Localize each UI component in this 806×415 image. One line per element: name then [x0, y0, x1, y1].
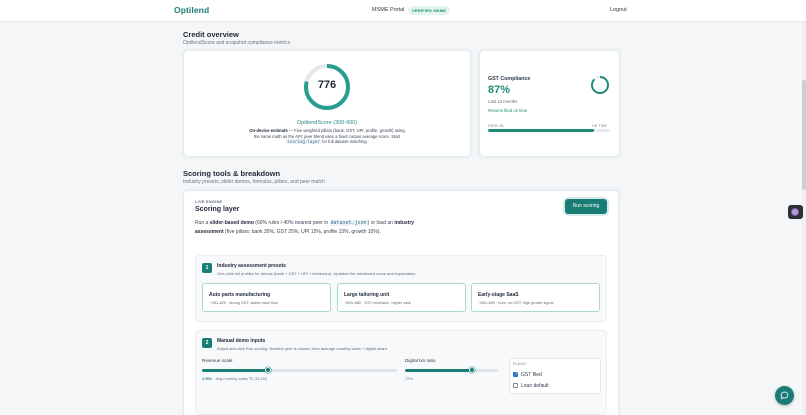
gst-filed-label: GST filed: [521, 372, 542, 378]
preset-sub: ~600–680 · GST mismatch, higher cash: [344, 301, 412, 305]
gst-title: GST Compliance: [488, 76, 531, 82]
credit-overview-title: Credit overview: [183, 30, 239, 39]
top-navbar: Optilend MSME Portal VERIFIED MSME Logou…: [0, 0, 806, 22]
score-desc-text: — Five weighted pillars (bank, GST, UPI,…: [253, 128, 405, 139]
manual-title: Manual demo inputs: [217, 338, 266, 344]
avatar-icon: [791, 208, 799, 216]
digital-ratio-slider[interactable]: [405, 367, 498, 374]
presets-subtitle: One-click full profiles for demos (bank …: [217, 271, 417, 276]
score-value: 776: [317, 79, 337, 91]
gst-card: [479, 50, 620, 157]
score-description: On-device estimate — Five weighted pilla…: [246, 128, 408, 145]
score-desc-end: for full dataset matching.: [320, 139, 368, 145]
preset-card-tailoring[interactable]: Large tailoring unit ~600–680 · GST mism…: [337, 283, 466, 312]
manual-subtitle: Adjust and click Run scoring. Nearest pe…: [217, 346, 389, 351]
portal-label: MSME Portal: [372, 7, 405, 13]
revenue-slider-handle[interactable]: [265, 367, 272, 374]
loan-default-label: Loan default: [521, 383, 549, 389]
desc-part: ) or load an: [367, 220, 395, 226]
scoring-subtitle: Industry presets, slider demos, formulas…: [183, 179, 326, 185]
preset-sub: ~780–820 · strong GST, stable bank flow: [209, 301, 278, 305]
desc-part: Run a: [195, 220, 210, 226]
revenue-slider-fill: [202, 369, 269, 372]
digital-slider-fill: [405, 369, 472, 372]
revenue-scale-slider[interactable]: [202, 367, 397, 374]
chat-bubble-icon: [780, 391, 789, 400]
scoring-title: Scoring tools & breakdown: [183, 169, 281, 178]
side-avatar-widget[interactable]: [788, 205, 803, 219]
preset-title: Large tailoring unit: [344, 292, 390, 298]
revenue-multiplier: 1.00×: [202, 376, 213, 381]
scrollbar-thumb[interactable]: [802, 80, 806, 190]
gst-bar-left-label: GSTR-1B: [488, 124, 504, 128]
step-badge-2: 2: [202, 338, 212, 348]
credit-overview-subtitle: OptilendScore and snapshot compliance me…: [183, 40, 291, 46]
gst-period: Last 12 months: [488, 99, 518, 104]
score-label: OptilendScore (300-900): [296, 120, 358, 126]
preset-card-saas[interactable]: Early-stage SaaS ~550–650 · burn, no GST…: [471, 283, 600, 312]
presets-title: Industry assessment presets: [217, 263, 286, 269]
run-scoring-button[interactable]: Run scoring: [565, 199, 607, 214]
gst-percent: 87%: [488, 84, 511, 96]
scoring-layer-description: Run a slider-based demo (60% rules / 40%…: [195, 219, 435, 236]
gst-progress-bar: [488, 129, 610, 132]
desc-bold: slider-based demo: [209, 220, 254, 226]
desc-bold: industry assessment: [195, 220, 415, 235]
revenue-note: · Avg monthly sales ₹2,33,333: [212, 376, 268, 381]
preset-title: Auto parts manufacturing: [209, 292, 271, 298]
gst-ring-icon: [590, 75, 610, 95]
flags-box: [509, 358, 601, 394]
digital-slider-handle[interactable]: [468, 367, 475, 374]
gst-bar-right-label: ON TIME: [592, 124, 608, 128]
step-badge-1: 1: [202, 263, 212, 273]
logout-link[interactable]: Logout: [610, 7, 627, 13]
flags-heading: FLAGS: [513, 362, 526, 366]
preset-title: Early-stage SaaS: [478, 292, 519, 298]
verified-badge: VERIFIED MSME: [408, 6, 451, 15]
gst-filed-checkbox[interactable]: [513, 371, 518, 377]
desc-part: (60% rules / 40% nearest peer in: [253, 220, 330, 226]
digital-ratio-label: Digital txn ratio: [405, 358, 436, 363]
loan-default-checkbox[interactable]: [513, 383, 518, 388]
dataset-code: dataset.json: [329, 220, 368, 226]
brand-logo[interactable]: Optilend: [174, 5, 210, 15]
chat-button[interactable]: [775, 386, 794, 405]
score-desc-bold: On-device estimate: [249, 128, 288, 133]
gst-status: Returns filed on time: [488, 108, 528, 113]
scoring-layer-code: scoring-layer: [286, 139, 321, 145]
digital-ratio-value: 72%: [405, 376, 414, 381]
revenue-scale-label: Revenue scale: [202, 358, 233, 363]
preset-sub: ~550–650 · burn, no GST, high growth sig…: [478, 301, 554, 305]
score-ring: 776: [302, 62, 352, 112]
scrollbar-track[interactable]: [802, 22, 806, 415]
scoring-layer-title: Scoring layer: [195, 206, 240, 213]
live-engine-kicker: LIVE ENGINE: [195, 200, 223, 204]
desc-part: (five pillars: bank 35%, GST 25%, UPI 15…: [223, 228, 381, 235]
revenue-scale-value: 1.00× · Avg monthly sales ₹2,33,333: [202, 376, 267, 381]
gst-progress-fill: [488, 129, 595, 132]
preset-card-auto-parts[interactable]: Auto parts manufacturing ~780–820 · stro…: [202, 283, 331, 312]
